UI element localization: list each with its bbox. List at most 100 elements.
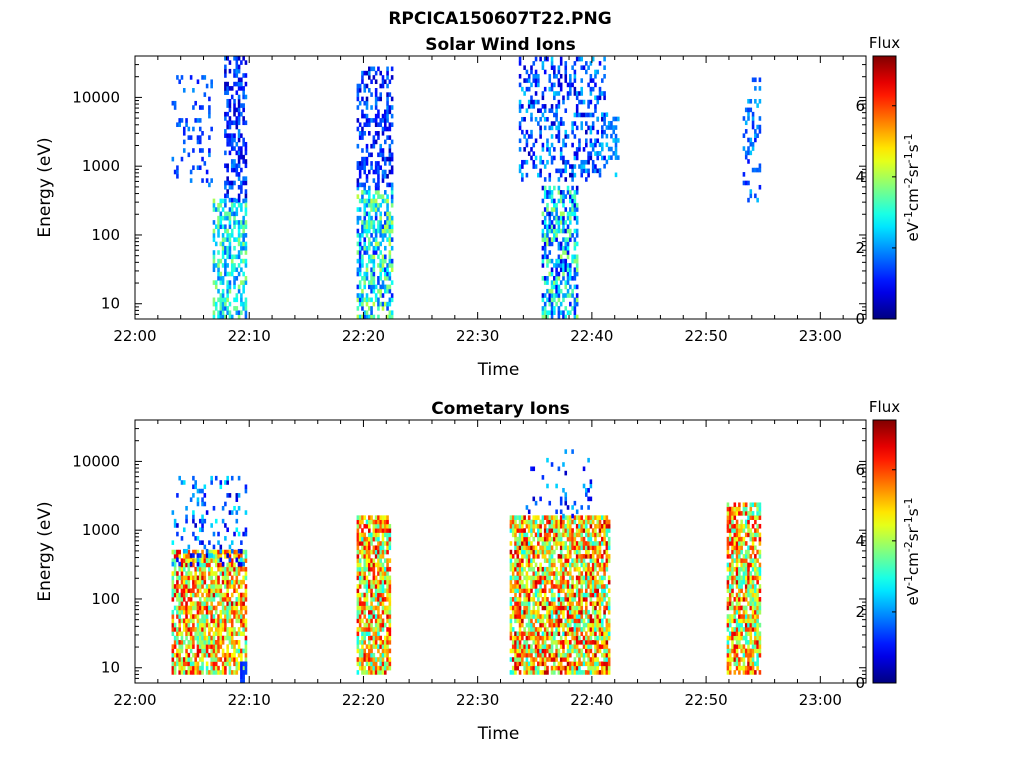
cometary-cell xyxy=(222,562,225,567)
cometary-cell xyxy=(519,662,522,667)
cometary-cell xyxy=(590,484,593,489)
cometary-cell xyxy=(361,515,364,520)
solar-cell xyxy=(558,126,561,131)
solar-cell xyxy=(224,267,227,272)
solar-cell xyxy=(555,293,558,298)
solar-cell xyxy=(361,75,364,80)
solar-cell xyxy=(546,203,549,208)
cometary-cell xyxy=(532,601,535,606)
cometary-cell xyxy=(357,601,360,606)
solar-cell xyxy=(386,194,389,199)
cometary-cell xyxy=(194,484,197,489)
solar-cell xyxy=(366,118,369,123)
solar-cell xyxy=(578,91,581,96)
solar-cell xyxy=(238,77,241,82)
cometary-cell xyxy=(245,606,248,611)
solar-cell xyxy=(560,121,563,126)
solar-cell xyxy=(236,310,239,315)
cometary-cell xyxy=(571,636,574,641)
solar-cell xyxy=(571,164,574,169)
cometary-cell xyxy=(172,653,175,658)
solar-cell xyxy=(571,276,574,281)
cometary-cell xyxy=(546,636,549,641)
cometary-cell xyxy=(197,610,200,615)
solar-cell xyxy=(242,229,245,234)
cometary-cell xyxy=(539,670,542,675)
cometary-cell xyxy=(190,576,193,581)
cometary-cell xyxy=(608,627,611,632)
cometary-cell xyxy=(603,567,606,572)
solar-cell xyxy=(747,151,750,156)
cometary-cell xyxy=(210,627,213,632)
cometary-cell xyxy=(523,606,526,611)
cometary-cell xyxy=(740,558,743,563)
cometary-cell xyxy=(738,593,741,598)
cometary-cell xyxy=(389,619,392,624)
cometary-cell xyxy=(226,593,229,598)
solar-cell xyxy=(590,113,593,118)
cometary-cell xyxy=(747,631,750,636)
cometary-cell xyxy=(183,606,186,611)
cometary-cell xyxy=(564,653,567,658)
cometary-cell xyxy=(359,515,362,520)
solar-cell xyxy=(551,156,554,161)
cometary-cell xyxy=(192,484,195,489)
cometary-cell xyxy=(519,537,522,542)
cometary-cell xyxy=(599,631,602,636)
solar-cell xyxy=(596,156,599,161)
solar-cell xyxy=(574,164,577,169)
cometary-cell xyxy=(188,597,191,602)
solar-cell xyxy=(548,220,551,225)
cometary-cell xyxy=(562,614,565,619)
solar-cell xyxy=(558,259,561,264)
cometary-cell xyxy=(213,606,216,611)
cometary-cell xyxy=(564,558,567,563)
cometary-cell xyxy=(389,601,392,606)
cometary-cell xyxy=(580,593,583,598)
solar-cell xyxy=(391,97,394,102)
cometary-cell xyxy=(743,502,746,507)
cometary-cell xyxy=(238,549,241,554)
cometary-cell xyxy=(199,489,202,494)
solar-cell xyxy=(553,298,556,303)
cometary-cell xyxy=(194,606,197,611)
solar-cell xyxy=(363,131,366,136)
cometary-cell xyxy=(729,507,732,512)
solar-cell xyxy=(553,233,556,238)
cometary-cell xyxy=(226,653,229,658)
cometary-cell xyxy=(521,541,524,546)
cometary-cell xyxy=(729,528,732,533)
cometary-cell xyxy=(599,563,602,568)
cometary-cell xyxy=(240,610,243,615)
cometary-cell xyxy=(217,554,220,559)
cometary-cell xyxy=(553,584,556,589)
cometary-cell xyxy=(384,636,387,641)
solar-cell xyxy=(222,289,225,294)
cometary-cell xyxy=(231,576,234,581)
cometary-cell xyxy=(578,653,581,658)
solar-cell xyxy=(580,164,583,169)
solar-cell xyxy=(571,207,574,212)
cometary-cell xyxy=(181,670,184,675)
cometary-cell xyxy=(375,662,378,667)
cometary-cell xyxy=(516,597,519,602)
cometary-cell xyxy=(174,567,177,572)
cometary-cell xyxy=(594,644,597,649)
cometary-cell xyxy=(537,533,540,538)
cometary-cell xyxy=(544,567,547,572)
cometary-cell xyxy=(567,649,570,654)
cometary-cell xyxy=(578,640,581,645)
cometary-cell xyxy=(366,623,369,628)
cometary-cell xyxy=(245,576,248,581)
solar-cell xyxy=(544,87,547,92)
cometary-cell xyxy=(727,619,730,624)
cometary-cell xyxy=(181,536,184,541)
solar-cell xyxy=(555,117,558,122)
cometary-cell xyxy=(188,580,191,585)
solar-cell xyxy=(558,298,561,303)
cometary-cell xyxy=(510,588,513,593)
solar-cell xyxy=(357,220,360,225)
cometary-cell xyxy=(558,619,561,624)
cometary-cell xyxy=(215,644,218,649)
cometary-cell xyxy=(526,666,529,671)
